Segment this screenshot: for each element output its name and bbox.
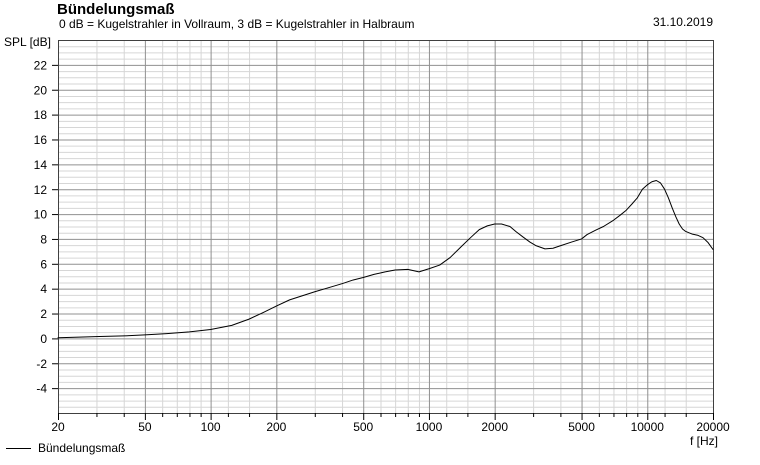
- legend-item-label: Bündelungsmaß: [38, 441, 126, 455]
- x-tick-label: 5000: [568, 420, 595, 434]
- x-tick-label: 200: [266, 420, 286, 434]
- x-tick-label: 1000: [416, 420, 443, 434]
- chart-date: 31.10.2019: [652, 15, 713, 29]
- legend-line-sample-icon: [6, 447, 31, 449]
- y-tick-label: 10: [34, 208, 48, 222]
- chart-subtitle: 0 dB = Kugelstrahler in Vollraum, 3 dB =…: [59, 17, 415, 31]
- y-tick-label: 2: [40, 307, 47, 321]
- y-tick-label: -4: [36, 382, 47, 396]
- y-tick-label: 18: [34, 108, 48, 122]
- y-tick-label: 20: [34, 83, 48, 97]
- curve-buendelungsmass: [57, 180, 714, 339]
- y-axis-label: SPL [dB]: [4, 35, 51, 49]
- plot-frame: [58, 40, 714, 414]
- x-tick-label: 10000: [631, 420, 665, 434]
- y-tick-label: 6: [40, 257, 47, 271]
- y-tick-label: 0: [40, 332, 47, 346]
- y-tick-label: -2: [36, 357, 47, 371]
- x-tick-label: 50: [138, 420, 152, 434]
- x-tick-label: 500: [353, 420, 373, 434]
- y-tick-label: 8: [40, 232, 47, 246]
- x-axis-label: f [Hz]: [690, 434, 718, 448]
- y-tick-label: 16: [34, 133, 48, 147]
- y-tick-label: 12: [34, 183, 48, 197]
- x-tick-label: 2000: [481, 420, 508, 434]
- x-tick-label: 20: [51, 420, 65, 434]
- y-tick-label: 4: [40, 282, 47, 296]
- chart-title: Bündelungsmaß: [57, 1, 175, 18]
- x-tick-label: 20000: [696, 420, 730, 434]
- y-tick-label: 14: [34, 158, 48, 172]
- x-tick-label: 100: [201, 420, 221, 434]
- legend: Bündelungsmaß: [6, 441, 125, 455]
- y-tick-label: 22: [34, 58, 48, 72]
